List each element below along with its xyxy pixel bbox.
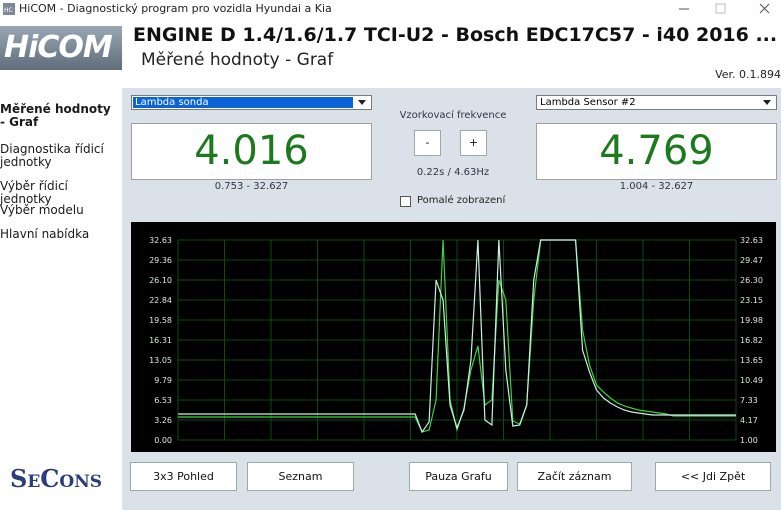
secons-logo: SeCons bbox=[10, 464, 103, 493]
right-range: 1.004 - 32.627 bbox=[619, 181, 694, 192]
right-tick-label: 7.33 bbox=[740, 396, 758, 405]
left-value: 4.016 bbox=[131, 123, 372, 180]
left-tick-label: 13.05 bbox=[149, 356, 172, 365]
right-tick-label: 23.15 bbox=[740, 296, 763, 305]
left-tick-label: 0.00 bbox=[154, 436, 172, 445]
right-tick-label: 32.63 bbox=[740, 236, 763, 245]
left-tick-label: 9.79 bbox=[154, 376, 172, 385]
title-bar: HC HiCOM - Diagnostický program pro vozi… bbox=[0, 0, 781, 18]
data-line bbox=[178, 239, 736, 433]
menu-item-active[interactable]: Měřené hodnoty - Graf bbox=[0, 102, 111, 129]
plus-button[interactable]: + bbox=[460, 130, 487, 156]
checkbox[interactable] bbox=[400, 196, 411, 207]
left-tick-label: 32.63 bbox=[149, 236, 172, 245]
select-text: Lambda Sensor #2 bbox=[540, 97, 636, 108]
menu-item[interactable]: Výběr řídicí jednotky bbox=[0, 179, 68, 206]
left-tick-label: 22.84 bbox=[149, 296, 172, 305]
dropdown-arrow bbox=[358, 100, 366, 105]
left-tick-label: 29.36 bbox=[149, 256, 172, 265]
left-tick-label: 26.10 bbox=[149, 276, 172, 285]
left-range: 0.753 - 32.627 bbox=[214, 181, 289, 192]
svg-text:HC: HC bbox=[4, 7, 13, 14]
header-subtitle: Měřené hodnoty - Graf bbox=[141, 50, 334, 70]
right-tick-label: 1.00 bbox=[740, 436, 758, 445]
graph: 0.00 3.26 6.53 9.79 13.05 16.31 19.58 22.84 26.1… bbox=[131, 222, 776, 452]
version: Ver. 0.1.894 bbox=[715, 68, 781, 81]
left-tick-label: 3.26 bbox=[154, 416, 172, 425]
button[interactable]: 3x3 Pohled bbox=[130, 462, 237, 491]
right-tick-label: 10.49 bbox=[740, 376, 763, 385]
right-value: 4.769 bbox=[536, 123, 777, 180]
button[interactable]: << Jdi Zpět bbox=[655, 462, 771, 491]
window-title: HiCOM - Diagnostický program pro vozidla… bbox=[19, 2, 332, 15]
menu-item[interactable]: Výběr modelu bbox=[0, 203, 84, 217]
right-tick-label: 4.17 bbox=[740, 416, 758, 425]
data-line bbox=[178, 239, 736, 434]
select-text: Lambda sonda bbox=[133, 97, 353, 108]
button[interactable]: Pauza Grafu bbox=[409, 462, 508, 491]
right-tick-label: 13.65 bbox=[740, 356, 763, 365]
frequency-value: 0.22s / 4.63Hz bbox=[416, 167, 490, 178]
menu-item[interactable]: Diagnostika řídicí jednotky bbox=[0, 142, 104, 169]
dropdown-arrow bbox=[763, 100, 771, 105]
left-tick-label: 19.58 bbox=[149, 316, 172, 325]
left-tick-label: 6.53 bbox=[154, 396, 172, 405]
checkbox-label[interactable]: Pomalé zobrazení bbox=[417, 195, 506, 206]
button[interactable]: Seznam bbox=[247, 462, 354, 491]
minus-button[interactable]: - bbox=[414, 130, 441, 156]
right-tick-label: 29.47 bbox=[740, 256, 763, 265]
menu-item[interactable]: Hlavní nabídka bbox=[0, 227, 90, 241]
button[interactable]: Začít záznam bbox=[517, 462, 632, 491]
right-tick-label: 19.98 bbox=[740, 316, 763, 325]
frequency-label: Vzorkovací frekvence bbox=[399, 110, 507, 121]
right-select[interactable]: Lambda Sensor #2 bbox=[536, 95, 777, 110]
window-controls[interactable] bbox=[670, 0, 781, 18]
left-tick-label: 16.31 bbox=[149, 336, 172, 345]
header-title: ENGINE D 1.4/1.6/1.7 TCI-U2 - Bosch EDC1… bbox=[133, 24, 778, 46]
left-select[interactable]: Lambda sonda bbox=[131, 95, 372, 110]
right-tick-label: 26.30 bbox=[740, 276, 763, 285]
right-tick-label: 16.82 bbox=[740, 336, 763, 345]
hicom-logo: HiCOM bbox=[0, 26, 122, 70]
app-icon: HC bbox=[3, 3, 15, 15]
